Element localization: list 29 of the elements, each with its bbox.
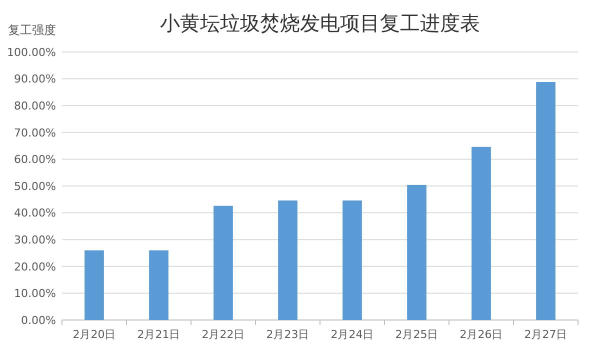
x-tick-label: 2月25日 (395, 328, 438, 341)
y-tick-label: 100.00% (7, 46, 56, 59)
y-tick-label: 50.00% (14, 180, 56, 193)
bar (214, 206, 233, 320)
x-tick-label: 2月20日 (72, 328, 116, 341)
bar (278, 200, 298, 320)
y-axis-title: 复工强度 (8, 23, 56, 37)
y-tick-label: 80.00% (14, 99, 56, 112)
bar (536, 82, 556, 320)
y-tick-label: 0.00% (21, 314, 56, 327)
bar (342, 200, 362, 320)
x-tick-label: 2月27日 (524, 328, 568, 341)
x-tick-label: 2月22日 (202, 328, 245, 341)
bar (84, 250, 104, 320)
bar (407, 184, 426, 320)
bar (149, 250, 168, 320)
chart-title: 小黄坛垃圾焚烧发电项目复工进度表 (160, 11, 480, 35)
y-tick-label: 40.00% (14, 206, 56, 220)
y-tick-label: 90.00% (14, 72, 56, 86)
bar (472, 146, 491, 320)
x-tick-label: 2月24日 (330, 328, 374, 341)
y-tick-label: 70.00% (14, 126, 56, 140)
y-tick-label: 10.00% (14, 287, 56, 300)
y-tick-label: 60.00% (14, 153, 56, 166)
x-tick-label: 2月23日 (266, 328, 310, 341)
y-tick-label: 20.00% (14, 260, 56, 274)
y-tick-label: 30.00% (14, 233, 56, 246)
x-tick-label: 2月26日 (460, 328, 503, 341)
x-tick-label: 2月21日 (137, 328, 180, 341)
